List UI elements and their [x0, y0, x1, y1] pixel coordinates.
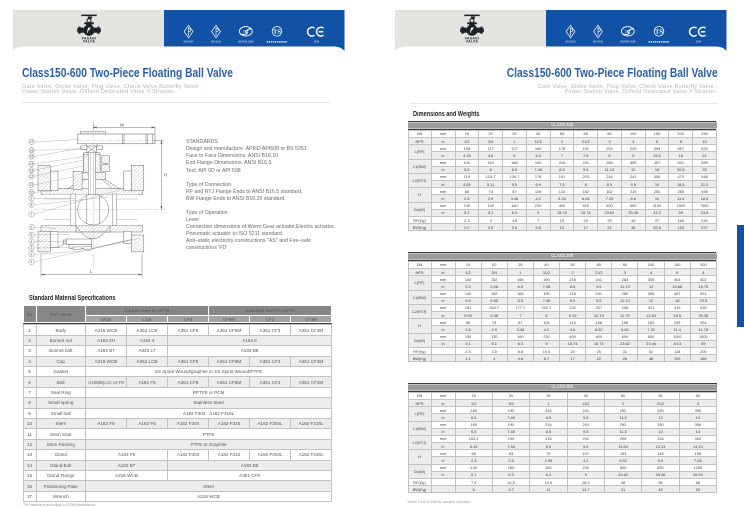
svg-text:H: H: [164, 173, 167, 178]
svg-text:12: 12: [30, 175, 34, 179]
svg-text:14: 14: [30, 162, 34, 166]
svg-text:10: 10: [30, 191, 34, 195]
svg-text:17: 17: [30, 140, 34, 144]
svg-text:6: 6: [31, 225, 33, 229]
svg-text:2: 2: [31, 253, 33, 257]
svg-text:4: 4: [31, 240, 33, 244]
svg-text:0036: 0036: [696, 41, 702, 44]
svg-text:W: W: [120, 122, 125, 127]
svg-text:ISO9001:2008: ISO9001:2008: [620, 41, 636, 44]
svg-text:FASANI: FASANI: [82, 36, 97, 40]
svg-text:11: 11: [30, 183, 34, 187]
svg-text:5: 5: [31, 233, 33, 237]
svg-text:13: 13: [30, 169, 34, 173]
svg-text:0036: 0036: [314, 41, 320, 44]
svg-text:1: 1: [31, 260, 33, 264]
svg-text:602-0031: 602-0031: [211, 41, 222, 44]
svg-text:8: 8: [31, 203, 33, 207]
svg-text:TS: TS: [273, 29, 281, 36]
svg-text:CCS: CCS: [625, 29, 631, 33]
svg-text:9: 9: [31, 197, 33, 201]
svg-text:L: L: [90, 269, 93, 274]
svg-text:602-0031: 602-0031: [593, 41, 604, 44]
svg-text:608-0015: 608-0015: [183, 41, 194, 44]
svg-text:7: 7: [31, 213, 33, 217]
svg-text:ISO9001:2008: ISO9001:2008: [238, 41, 254, 44]
svg-text:15: 15: [30, 155, 34, 159]
svg-text:FASANI: FASANI: [465, 36, 480, 40]
svg-text:VALVE: VALVE: [83, 40, 96, 44]
svg-text:TS: TS: [655, 29, 663, 36]
svg-text:3: 3: [31, 246, 33, 250]
svg-text:608-0015: 608-0015: [565, 41, 576, 44]
svg-text:VALVE: VALVE: [466, 40, 479, 44]
svg-text:16: 16: [30, 148, 34, 152]
svg-text:CCS: CCS: [243, 29, 249, 33]
